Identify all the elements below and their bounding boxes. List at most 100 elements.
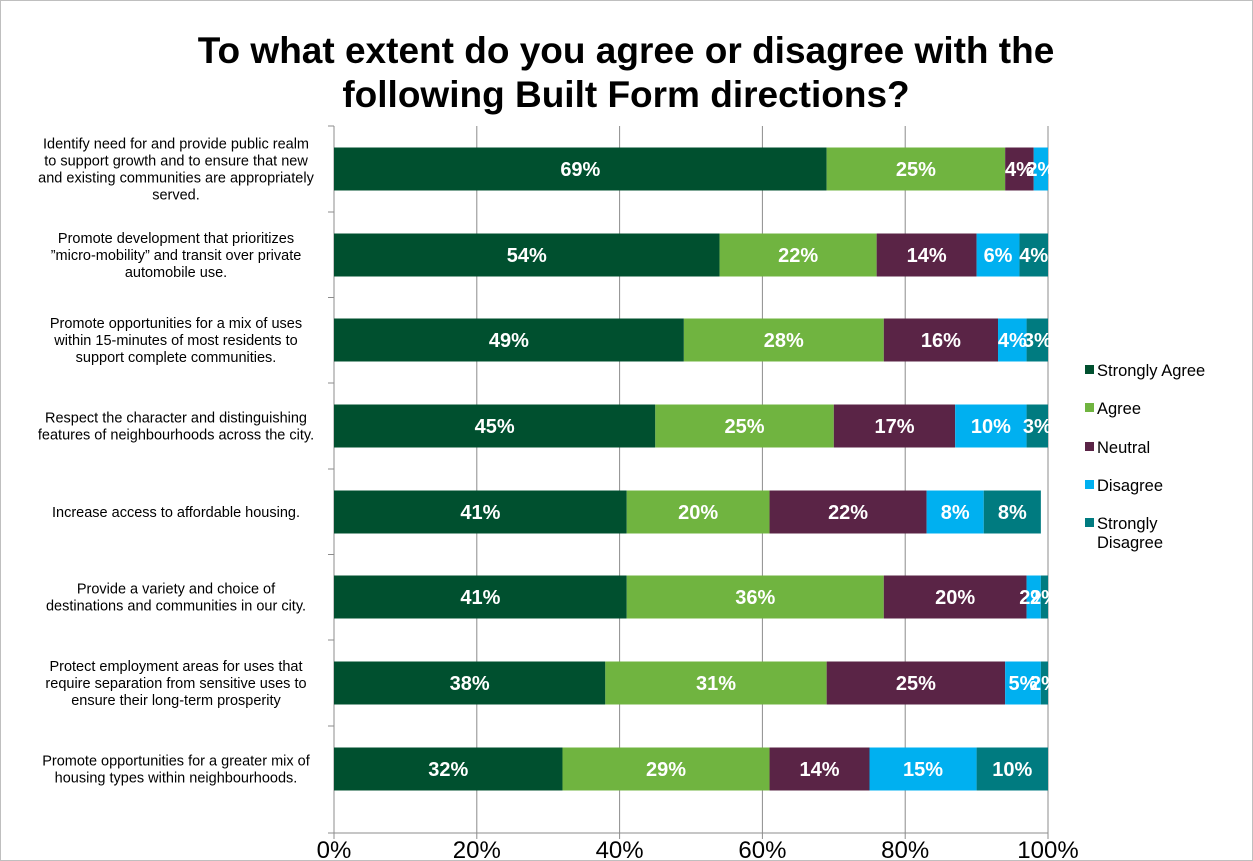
data-label: 32%: [428, 759, 468, 781]
data-label: 3%: [1023, 416, 1052, 438]
bar-segment: [869, 747, 977, 791]
data-label: 29%: [646, 759, 686, 781]
data-label: 14%: [907, 245, 947, 267]
data-label: 25%: [896, 673, 936, 695]
data-label: 41%: [460, 587, 500, 609]
legend-label: Strongly Agree: [1097, 362, 1205, 380]
bar-segment: [826, 661, 1006, 705]
x-tick-label: 0%: [317, 837, 352, 861]
category-label: Protect employment areas for uses that: [49, 659, 302, 675]
legend-swatch: [1085, 442, 1094, 451]
category-label: within 15-minutes of most residents to: [53, 333, 297, 349]
data-label: 2%: [1030, 673, 1059, 695]
legend-label: Strongly: [1097, 515, 1158, 533]
category-label: Promote development that prioritizes: [58, 231, 294, 247]
bar-segment: [1005, 147, 1034, 191]
data-label: 4%: [1005, 159, 1034, 181]
category-label: served.: [152, 188, 200, 204]
bar-segment: [334, 575, 627, 619]
bar-segment: [605, 661, 827, 705]
data-label: 49%: [489, 330, 529, 352]
legend-label: Disagree: [1097, 534, 1163, 552]
data-label: 2%: [1030, 587, 1059, 609]
bar-segment: [626, 575, 884, 619]
data-label: 16%: [921, 330, 961, 352]
x-tick-label: 100%: [1017, 837, 1078, 861]
category-label: Promote opportunities for a mix of uses: [50, 316, 302, 332]
bar-segment: [769, 490, 927, 534]
bar-segment: [883, 575, 1027, 619]
category-label: to support growth and to ensure that new: [44, 154, 308, 170]
data-label: 28%: [764, 330, 804, 352]
category-label: Respect the character and distinguishing: [45, 411, 307, 427]
legend-swatch: [1085, 365, 1094, 374]
x-tick-label: 80%: [881, 837, 929, 861]
bar-segment: [976, 233, 1020, 277]
bar-segment: [562, 747, 770, 791]
bar-segment: [983, 490, 1041, 534]
data-label: 45%: [475, 416, 515, 438]
legend-swatch: [1085, 518, 1094, 527]
data-label: 8%: [998, 502, 1027, 524]
bar-segment: [334, 490, 627, 534]
bar-segment: [683, 318, 884, 362]
data-label: 54%: [507, 245, 547, 267]
category-label: support complete communities.: [76, 350, 277, 366]
x-tick-label: 20%: [453, 837, 501, 861]
bar-segment: [334, 318, 684, 362]
chart-title-line: To what extent do you agree or disagree …: [198, 30, 1055, 71]
data-label: 22%: [778, 245, 818, 267]
bar-segment: [334, 661, 606, 705]
legend-label: Disagree: [1097, 477, 1163, 495]
category-label: features of neighbourhoods across the ci…: [38, 428, 314, 444]
legend-label: Neutral: [1097, 439, 1150, 457]
x-tick-label: 40%: [596, 837, 644, 861]
bar-segment: [883, 318, 999, 362]
data-label: 38%: [450, 673, 490, 695]
bar-segment: [876, 233, 977, 277]
bar-segment: [719, 233, 877, 277]
bar-segment: [334, 747, 563, 791]
bar-segment: [833, 404, 956, 448]
bar-segment: [334, 147, 827, 191]
chart-title-line: following Built Form directions?: [342, 74, 909, 115]
bar-segment: [769, 747, 870, 791]
bar-segment: [1005, 661, 1041, 705]
bar-segment: [826, 147, 1006, 191]
data-label: 25%: [725, 416, 765, 438]
bar-segment: [1040, 575, 1048, 619]
bar-segment: [334, 233, 720, 277]
data-label: 36%: [735, 587, 775, 609]
bar-segment: [976, 747, 1048, 791]
data-label: 6%: [984, 245, 1013, 267]
legend-swatch: [1085, 403, 1094, 412]
legend-swatch: [1085, 480, 1094, 489]
category-label: automobile use.: [125, 265, 227, 281]
data-label: 14%: [800, 759, 840, 781]
category-label: Identify need for and provide public rea…: [43, 137, 309, 153]
bar-segment: [1033, 147, 1048, 191]
bar-segment: [1040, 661, 1048, 705]
bar-segment: [1019, 233, 1048, 277]
bar-segment: [626, 490, 770, 534]
data-label: 5%: [1009, 673, 1038, 695]
data-label: 15%: [903, 759, 943, 781]
bar-segment: [926, 490, 984, 534]
data-label: 17%: [874, 416, 914, 438]
bar-segment: [955, 404, 1027, 448]
category-label: Promote opportunities for a greater mix …: [42, 754, 311, 770]
bar-segment: [1026, 318, 1048, 362]
x-tick-label: 60%: [738, 837, 786, 861]
category-label: housing types within neighbourhoods.: [55, 771, 298, 787]
category-label: Provide a variety and choice of: [77, 582, 276, 598]
data-label: 69%: [560, 159, 600, 181]
data-label: 2%: [1026, 159, 1055, 181]
data-label: 22%: [828, 502, 868, 524]
data-label: 10%: [992, 759, 1032, 781]
bar-segment: [655, 404, 834, 448]
data-label: 20%: [935, 587, 975, 609]
bar-segment: [1026, 404, 1048, 448]
bar-segment: [998, 318, 1027, 362]
